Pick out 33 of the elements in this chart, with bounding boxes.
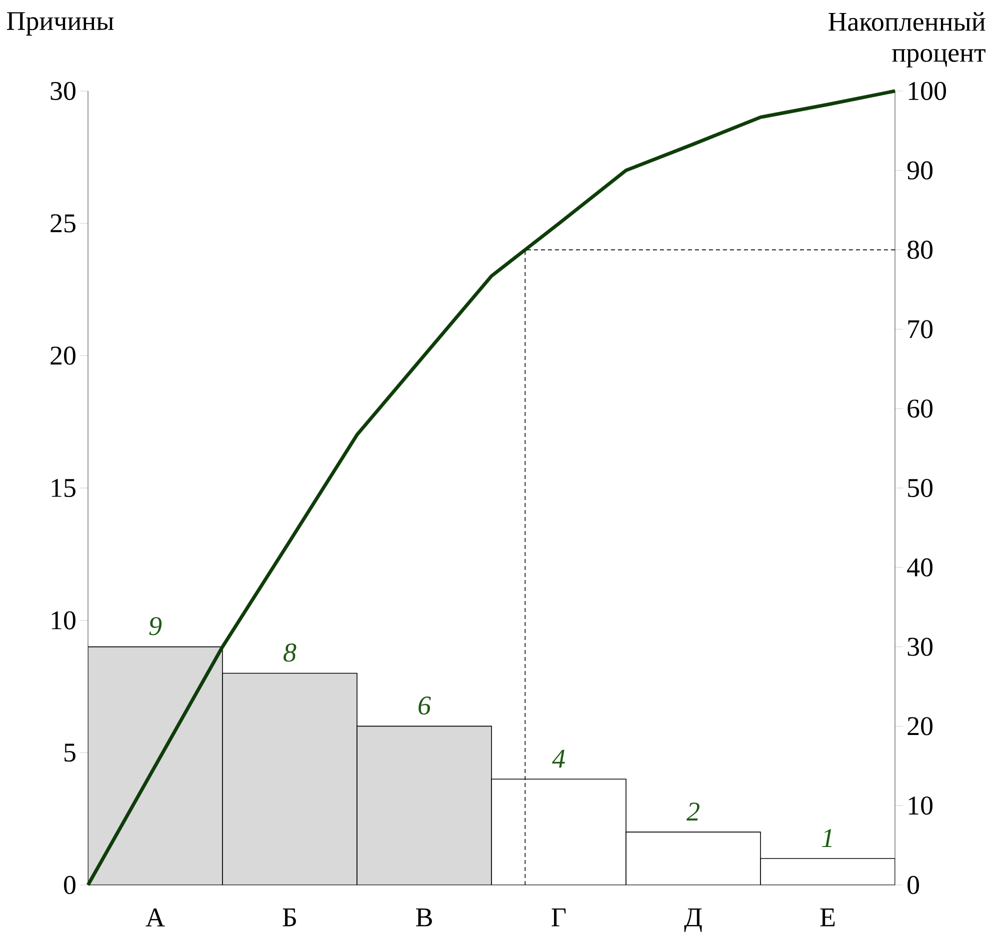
data-label: 4 xyxy=(552,750,565,768)
y2-tick-label: 100 xyxy=(908,82,946,100)
line-series xyxy=(86,89,897,887)
y2-tick-label: 50 xyxy=(908,478,932,498)
y-tick-label: 0 xyxy=(64,876,76,894)
x-tick-label: Д xyxy=(684,908,702,932)
y2-tick-label: 90 xyxy=(907,161,932,180)
y-tick-label: 5 xyxy=(64,744,76,762)
data-label: 2 xyxy=(686,802,700,821)
y2-tick-label: 60 xyxy=(908,399,932,418)
y-tick-label: 25 xyxy=(50,214,76,232)
x-tick-label: В xyxy=(416,908,432,926)
y2-tick-label: 20 xyxy=(908,717,932,736)
y2-tick-label: 0 xyxy=(908,876,919,894)
y-tick-label: 15 xyxy=(52,478,76,498)
y-tick-label: 20 xyxy=(50,346,76,365)
data-label: 6 xyxy=(418,696,431,715)
y2-tick-label: 30 xyxy=(908,638,932,656)
y-tick-label: 30 xyxy=(50,82,76,100)
data-label: 9 xyxy=(149,617,162,636)
x-tick-label: А xyxy=(146,908,165,926)
y-axis-title: Причины xyxy=(6,12,114,36)
x-tick-label: Г xyxy=(552,908,566,926)
x-tick-label: Б xyxy=(282,908,296,926)
data-label: 1 xyxy=(822,829,832,848)
y2-axis-title: Накопленный процент xyxy=(828,12,986,68)
y2-tick-label: 80 xyxy=(908,240,932,259)
data-label: 8 xyxy=(284,644,296,662)
y2-tick-label: 70 xyxy=(908,320,932,338)
y-tick-label: 10 xyxy=(52,611,76,630)
x-tick-label: Е xyxy=(820,908,835,926)
y2-tick-label: 10 xyxy=(908,796,932,815)
y2-tick-label: 40 xyxy=(907,558,932,577)
